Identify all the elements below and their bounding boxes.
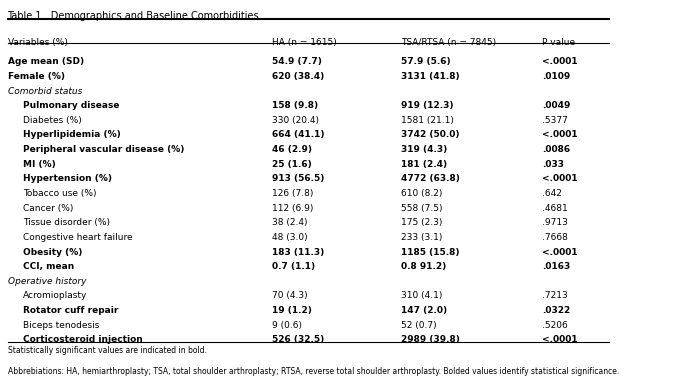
Text: CCI, mean: CCI, mean <box>23 262 74 271</box>
Text: .0163: .0163 <box>542 262 570 271</box>
Text: .0109: .0109 <box>542 72 570 81</box>
Text: Operative history: Operative history <box>8 277 86 286</box>
Text: 558 (7.5): 558 (7.5) <box>400 204 442 213</box>
Text: Age mean (SD): Age mean (SD) <box>8 57 83 66</box>
Text: Cancer (%): Cancer (%) <box>23 204 73 213</box>
Text: Hyperlipidemia (%): Hyperlipidemia (%) <box>23 130 121 139</box>
Text: 4772 (63.8): 4772 (63.8) <box>400 174 459 184</box>
Text: <.0001: <.0001 <box>542 174 578 184</box>
Text: Statistically significant values are indicated in bold.: Statistically significant values are ind… <box>8 346 206 355</box>
Text: Tobacco use (%): Tobacco use (%) <box>23 189 97 198</box>
Text: Diabetes (%): Diabetes (%) <box>23 116 81 125</box>
Text: 54.9 (7.7): 54.9 (7.7) <box>272 57 322 66</box>
Text: .5377: .5377 <box>542 116 568 125</box>
Text: 175 (2.3): 175 (2.3) <box>400 218 442 227</box>
Text: .7668: .7668 <box>542 233 568 242</box>
Text: 19 (1.2): 19 (1.2) <box>272 306 311 315</box>
Text: .0049: .0049 <box>542 101 571 110</box>
Text: 319 (4.3): 319 (4.3) <box>400 145 447 154</box>
Text: Pulmonary disease: Pulmonary disease <box>23 101 120 110</box>
Text: 126 (7.8): 126 (7.8) <box>272 189 313 198</box>
Text: 0.7 (1.1): 0.7 (1.1) <box>272 262 315 271</box>
Text: .642: .642 <box>542 189 562 198</box>
Text: 919 (12.3): 919 (12.3) <box>400 101 453 110</box>
Text: 46 (2.9): 46 (2.9) <box>272 145 311 154</box>
Text: 9 (0.6): 9 (0.6) <box>272 321 302 330</box>
Text: 2989 (39.8): 2989 (39.8) <box>400 335 459 345</box>
Text: .033: .033 <box>542 160 564 169</box>
Text: Hypertension (%): Hypertension (%) <box>23 174 112 184</box>
Text: Biceps tenodesis: Biceps tenodesis <box>23 321 99 330</box>
Text: Comorbid status: Comorbid status <box>8 87 82 95</box>
Text: 112 (6.9): 112 (6.9) <box>272 204 313 213</box>
Text: 70 (4.3): 70 (4.3) <box>272 291 307 300</box>
Text: 330 (20.4): 330 (20.4) <box>272 116 318 125</box>
Text: 181 (2.4): 181 (2.4) <box>400 160 447 169</box>
Text: 57.9 (5.6): 57.9 (5.6) <box>400 57 450 66</box>
Text: 233 (3.1): 233 (3.1) <box>400 233 442 242</box>
Text: 158 (9.8): 158 (9.8) <box>272 101 318 110</box>
Text: <.0001: <.0001 <box>542 57 578 66</box>
Text: .7213: .7213 <box>542 291 568 300</box>
Text: 52 (0.7): 52 (0.7) <box>400 321 436 330</box>
Text: Rotator cuff repair: Rotator cuff repair <box>23 306 118 315</box>
Text: 0.8 91.2): 0.8 91.2) <box>400 262 446 271</box>
Text: 913 (56.5): 913 (56.5) <box>272 174 324 184</box>
Text: 310 (4.1): 310 (4.1) <box>400 291 442 300</box>
Text: Acromioplasty: Acromioplasty <box>23 291 88 300</box>
Text: 3742 (50.0): 3742 (50.0) <box>400 130 459 139</box>
Text: P value: P value <box>542 38 575 47</box>
Text: Congestive heart failure: Congestive heart failure <box>23 233 133 242</box>
Text: <.0001: <.0001 <box>542 130 578 139</box>
Text: <.0001: <.0001 <box>542 335 578 345</box>
Text: .5206: .5206 <box>542 321 568 330</box>
Text: HA (n = 1615): HA (n = 1615) <box>272 38 336 47</box>
Text: 3131 (41.8): 3131 (41.8) <box>400 72 459 81</box>
Text: Table 1.  Demographics and Baseline Comorbidities.: Table 1. Demographics and Baseline Comor… <box>8 11 262 21</box>
Text: 620 (38.4): 620 (38.4) <box>272 72 324 81</box>
Text: .9713: .9713 <box>542 218 568 227</box>
Text: 147 (2.0): 147 (2.0) <box>400 306 447 315</box>
Text: 610 (8.2): 610 (8.2) <box>400 189 442 198</box>
Text: .0322: .0322 <box>542 306 570 315</box>
Text: 25 (1.6): 25 (1.6) <box>272 160 311 169</box>
Text: 526 (32.5): 526 (32.5) <box>272 335 324 345</box>
Text: 48 (3.0): 48 (3.0) <box>272 233 307 242</box>
Text: .4681: .4681 <box>542 204 568 213</box>
Text: Female (%): Female (%) <box>8 72 65 81</box>
Text: Obesity (%): Obesity (%) <box>23 248 82 256</box>
Text: 1581 (21.1): 1581 (21.1) <box>400 116 454 125</box>
Text: 664 (41.1): 664 (41.1) <box>272 130 324 139</box>
Text: Peripheral vascular disease (%): Peripheral vascular disease (%) <box>23 145 184 154</box>
Text: Abbrebiations: HA, hemiarthroplasty; TSA, total shoulder arthroplasty; RTSA, rev: Abbrebiations: HA, hemiarthroplasty; TSA… <box>8 367 619 376</box>
Text: Variables (%): Variables (%) <box>8 38 67 47</box>
Text: Corticosteroid injection: Corticosteroid injection <box>23 335 142 345</box>
Text: 38 (2.4): 38 (2.4) <box>272 218 307 227</box>
Text: <.0001: <.0001 <box>542 248 578 256</box>
Text: .0086: .0086 <box>542 145 570 154</box>
Text: 1185 (15.8): 1185 (15.8) <box>400 248 459 256</box>
Text: Tissue disorder (%): Tissue disorder (%) <box>23 218 110 227</box>
Text: MI (%): MI (%) <box>23 160 56 169</box>
Text: 183 (11.3): 183 (11.3) <box>272 248 324 256</box>
Text: TSA/RTSA (n = 7845): TSA/RTSA (n = 7845) <box>400 38 496 47</box>
